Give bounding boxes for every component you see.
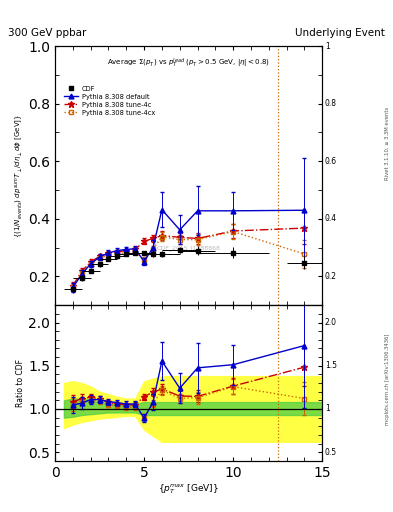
Text: mcplots.cern.ch [arXiv:1306.3436]: mcplots.cern.ch [arXiv:1306.3436] <box>385 333 389 424</box>
Text: 300 GeV ppbar: 300 GeV ppbar <box>8 28 86 38</box>
Text: Average $\Sigma(p_T)$ vs $p_T^{lead}$ ($p_T > 0.5$ GeV, $|\eta| < 0.8$): Average $\Sigma(p_T)$ vs $p_T^{lead}$ ($… <box>107 56 270 70</box>
Text: 2.0: 2.0 <box>325 318 337 327</box>
Text: Rivet 3.1.10, ≥ 3.3M events: Rivet 3.1.10, ≥ 3.3M events <box>385 106 389 180</box>
Text: 1.5: 1.5 <box>325 361 337 370</box>
Text: 0.5: 0.5 <box>325 447 337 457</box>
Text: 0.8: 0.8 <box>325 99 337 108</box>
X-axis label: $\{p_T^{max}\ [\mathrm{GeV}]\}$: $\{p_T^{max}\ [\mathrm{GeV}]\}$ <box>158 482 219 496</box>
Text: 1: 1 <box>325 404 330 414</box>
Text: CDF_2015_I1388868: CDF_2015_I1388868 <box>157 245 220 251</box>
Text: 1: 1 <box>325 41 330 51</box>
Y-axis label: $\{(1/N_{events})\ dp^{sum}T_\perp/d\eta_\perp d\phi\ [\mathrm{GeV}]\}$: $\{(1/N_{events})\ dp^{sum}T_\perp/d\eta… <box>14 114 26 238</box>
Text: Underlying Event: Underlying Event <box>295 28 385 38</box>
Text: 0.4: 0.4 <box>325 215 337 223</box>
Y-axis label: Ratio to CDF: Ratio to CDF <box>17 359 26 407</box>
Text: 0.6: 0.6 <box>325 157 337 166</box>
Text: 0.2: 0.2 <box>325 272 337 281</box>
Legend: CDF, Pythia 8.308 default, Pythia 8.308 tune-4c, Pythia 8.308 tune-4cx: CDF, Pythia 8.308 default, Pythia 8.308 … <box>61 83 158 118</box>
